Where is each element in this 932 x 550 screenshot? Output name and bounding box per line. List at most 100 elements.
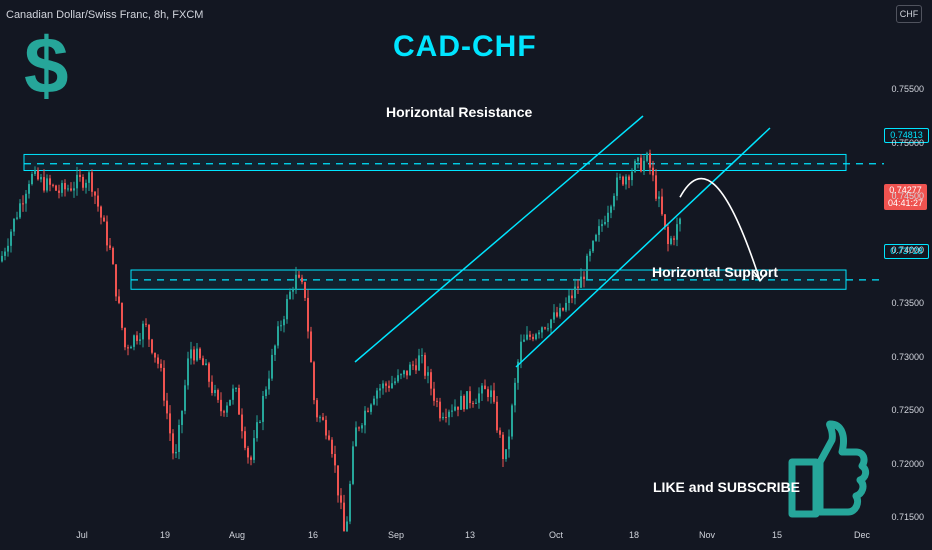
candle-body	[262, 396, 264, 422]
candle-body	[364, 410, 366, 426]
candle-body	[235, 387, 237, 389]
candle-body	[256, 422, 258, 439]
time-tick: 18	[628, 530, 640, 540]
candle-body	[238, 387, 240, 415]
candle-body	[31, 173, 33, 185]
candle-body	[466, 391, 468, 410]
candle-body	[304, 282, 306, 298]
candle-body	[94, 191, 96, 196]
candle-body	[70, 188, 72, 191]
channel-upper-line	[354, 115, 644, 363]
candle-body	[388, 385, 390, 389]
candle-body	[550, 319, 552, 329]
candle-body	[1, 255, 3, 262]
candle-body	[577, 286, 579, 288]
candle-body	[625, 176, 627, 185]
candle-body	[373, 398, 375, 405]
candle-body	[505, 449, 507, 460]
candle-body	[391, 383, 393, 389]
candle-body	[208, 363, 210, 382]
candle-body	[316, 400, 318, 418]
candle-body	[100, 206, 102, 218]
candle-body	[190, 349, 192, 359]
candle-body	[379, 388, 381, 391]
candle-body	[412, 364, 414, 366]
candle-body	[610, 206, 612, 213]
candle-body	[250, 457, 252, 460]
candle-body	[628, 176, 630, 181]
candle-body	[475, 402, 477, 404]
candle-body	[529, 334, 531, 337]
candle-body	[595, 234, 597, 241]
symbol-info: Canadian Dollar/Swiss Franc, 8h, FXCM	[6, 9, 204, 21]
candle-body	[433, 388, 435, 401]
candle-body	[52, 184, 54, 186]
candle-body	[361, 425, 363, 429]
candle-body	[343, 502, 345, 532]
candle-body	[346, 521, 348, 532]
candle-body	[97, 195, 99, 207]
candle-body	[64, 183, 66, 190]
candle-body	[607, 212, 609, 223]
candle-body	[430, 372, 432, 389]
candle-body	[604, 222, 606, 225]
chart-title: CAD-CHF	[393, 30, 537, 63]
candle-body	[46, 178, 48, 191]
time-tick: Aug	[228, 530, 246, 540]
candle-body	[10, 231, 12, 246]
candle-body	[544, 327, 546, 329]
candle-body	[436, 400, 438, 402]
candle-body	[58, 190, 60, 193]
candle-body	[310, 331, 312, 363]
candle-body	[523, 339, 525, 342]
candle-body	[667, 226, 669, 245]
time-tick: 19	[159, 530, 171, 540]
support-price-label: 0.73728	[884, 244, 929, 259]
candle-body	[598, 226, 600, 235]
candle-body	[67, 188, 69, 190]
candle-body	[151, 339, 153, 353]
candle-body	[622, 176, 624, 185]
price-tick: 0.75000	[891, 137, 924, 148]
candle-body	[553, 312, 555, 320]
candle-body	[133, 335, 135, 347]
candle-body	[586, 255, 588, 280]
candle-body	[280, 325, 282, 327]
candle-body	[376, 390, 378, 399]
candle-body	[652, 167, 654, 176]
candle-body	[103, 217, 105, 222]
candle-body	[349, 483, 351, 522]
candle-body	[538, 332, 540, 335]
candle-body	[499, 430, 501, 435]
candle-body	[331, 439, 333, 454]
candle-body	[328, 435, 330, 440]
candle-body	[148, 324, 150, 340]
candle-body	[655, 175, 657, 199]
candle-body	[232, 388, 234, 400]
candle-body	[514, 382, 516, 406]
price-tick: 0.74000	[891, 244, 924, 255]
candle-body	[181, 410, 183, 425]
candle-body	[406, 370, 408, 376]
candle-body	[55, 185, 57, 191]
candle-body	[88, 172, 90, 183]
candle-body	[442, 416, 444, 419]
candle-body	[295, 274, 297, 291]
candle-body	[142, 323, 144, 340]
time-tick: Sep	[387, 530, 405, 540]
currency-badge[interactable]: CHF	[896, 5, 922, 23]
candle-body	[199, 348, 201, 359]
time-tick: 13	[464, 530, 476, 540]
candle-body	[496, 401, 498, 431]
candle-body	[202, 358, 204, 366]
candle-body	[214, 390, 216, 393]
candle-body	[583, 276, 585, 280]
candle-body	[298, 274, 300, 278]
candle-body	[670, 238, 672, 245]
resistance-price-label: 0.74813	[884, 128, 929, 143]
price-tick: 0.75500	[891, 84, 924, 95]
candle-body	[91, 172, 93, 192]
candle-body	[664, 214, 666, 227]
candle-body	[7, 245, 9, 252]
